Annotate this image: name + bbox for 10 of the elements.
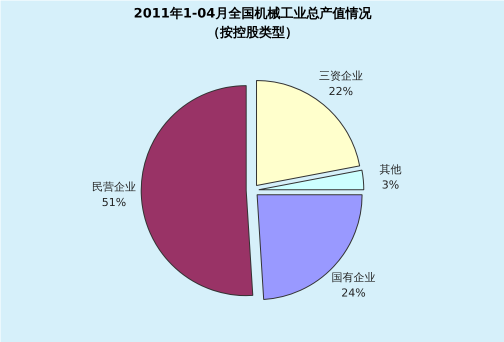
slice-label: 其他: [379, 163, 402, 176]
chart-subtitle: （按控股类型）: [207, 24, 298, 41]
slice-label: 国有企业: [332, 270, 376, 284]
data-label: 3%: [382, 178, 400, 192]
slice-label: 民营企业: [92, 180, 136, 194]
slice-label: 三资企业: [318, 69, 363, 82]
chart-title: 2011年1-04月全国机械工业总产值情况: [134, 6, 372, 22]
data-label: 22%: [328, 84, 354, 98]
data-label: 24%: [341, 286, 366, 300]
data-label: 51%: [102, 196, 126, 210]
